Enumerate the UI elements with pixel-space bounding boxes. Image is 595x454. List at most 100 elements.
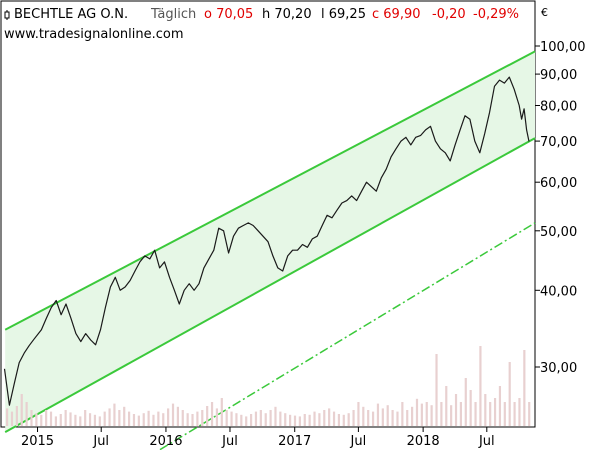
- volume-bar: [196, 411, 199, 426]
- volume-bar: [337, 414, 341, 426]
- volume-bar: [49, 411, 53, 426]
- volume-bar: [513, 402, 516, 426]
- volume-bar: [415, 398, 419, 426]
- volume-bar: [508, 362, 511, 426]
- volume-bar: [20, 394, 23, 426]
- volume-bar: [220, 398, 223, 426]
- volume-bar: [406, 410, 409, 426]
- volume-bar: [171, 403, 175, 426]
- price-series: [3, 76, 530, 406]
- volume-bar: [127, 411, 131, 426]
- volume-bar: [411, 406, 414, 426]
- price-line: [3, 76, 530, 406]
- volume-bar: [88, 413, 92, 426]
- volume-bar: [30, 410, 33, 426]
- volume-bar: [489, 402, 492, 426]
- volume-bar: [479, 346, 482, 426]
- volume-bar: [240, 414, 243, 426]
- volume-bar: [347, 413, 350, 426]
- volume-bar: [396, 411, 399, 426]
- volume-bar: [381, 408, 384, 426]
- volume-bar: [45, 410, 48, 426]
- volume-histogram: [6, 346, 531, 426]
- high-value: h 70,20: [262, 7, 312, 22]
- volume-bar: [93, 414, 97, 426]
- volume-bar: [181, 410, 184, 426]
- y-tick-label: 40,00: [540, 284, 577, 299]
- volume-bar: [269, 410, 272, 426]
- volume-bar: [84, 410, 87, 426]
- x-tick-label: 2015: [21, 434, 54, 449]
- low-value: l 69,25: [321, 7, 366, 22]
- volume-bar: [249, 414, 253, 426]
- volume-bar: [518, 398, 521, 426]
- volume-bar: [503, 402, 506, 426]
- volume-bar: [64, 410, 67, 426]
- volume-bar: [376, 403, 380, 426]
- y-tick-label: 80,00: [540, 99, 577, 114]
- volume-bar: [142, 413, 145, 426]
- volume-bar: [274, 406, 277, 426]
- volume-bar: [318, 413, 321, 426]
- volume-bar: [108, 408, 111, 426]
- channel-lower-line: [4, 137, 536, 433]
- x-tick-label: Jul: [92, 434, 109, 449]
- volume-bar: [79, 416, 82, 426]
- volume-bar: [298, 416, 301, 426]
- volume-bar: [103, 411, 106, 426]
- volume-bar: [303, 414, 306, 426]
- volume-bar: [59, 414, 62, 426]
- x-tick-label: Jul: [221, 434, 238, 449]
- chart-header: BECHTLE AG O.N. Täglich o 70,05 h 70,20 …: [4, 6, 548, 42]
- instrument-name: BECHTLE AG O.N.: [14, 7, 128, 22]
- change-value: -0,20: [432, 7, 466, 22]
- volume-bar: [6, 408, 9, 426]
- source-url: www.tradesignalonline.com: [4, 27, 184, 42]
- volume-bar: [118, 410, 121, 426]
- volume-bar: [445, 386, 448, 426]
- volume-bar: [367, 410, 370, 426]
- y-tick-label: 30,00: [540, 361, 577, 376]
- volume-bar: [464, 378, 467, 426]
- volume-bar: [235, 413, 238, 426]
- volume-bar: [279, 411, 282, 426]
- volume-bar: [225, 410, 228, 426]
- volume-bar: [352, 410, 355, 426]
- volume-bar: [40, 414, 43, 426]
- volume-bar: [191, 414, 194, 426]
- volume-bar: [254, 411, 258, 426]
- volume-bar: [450, 405, 453, 426]
- x-tick-label: 2016: [149, 434, 182, 449]
- volume-bar: [435, 354, 438, 426]
- volume-bar: [123, 406, 126, 426]
- volume-bar: [10, 411, 14, 426]
- x-tick-label: Jul: [350, 434, 367, 449]
- y-tick-label: 70,00: [540, 135, 577, 150]
- volume-bar: [284, 413, 287, 426]
- currency-label: €: [541, 6, 548, 19]
- y-tick-label: 90,00: [540, 68, 577, 83]
- volume-bar: [469, 390, 472, 426]
- volume-bar: [493, 398, 497, 426]
- volume-bar: [528, 402, 531, 426]
- volume-bar: [201, 410, 204, 426]
- volume-bar: [308, 414, 311, 426]
- volume-bar: [186, 413, 189, 426]
- volume-bar: [98, 416, 101, 426]
- volume-bar: [35, 413, 38, 426]
- interval-label: Täglich: [150, 7, 196, 22]
- change-percent: -0,29%: [473, 7, 519, 22]
- volume-bar: [459, 402, 463, 426]
- volume-bar: [523, 350, 526, 426]
- volume-bar: [484, 394, 487, 426]
- chart-type-icon: [4, 10, 10, 20]
- volume-bar: [328, 408, 331, 426]
- y-tick-label: 50,00: [540, 225, 577, 240]
- volume-bar: [430, 405, 433, 426]
- volume-bar: [167, 408, 170, 426]
- volume-bar: [313, 411, 316, 426]
- volume-bar: [332, 411, 336, 426]
- volume-bar: [420, 403, 423, 426]
